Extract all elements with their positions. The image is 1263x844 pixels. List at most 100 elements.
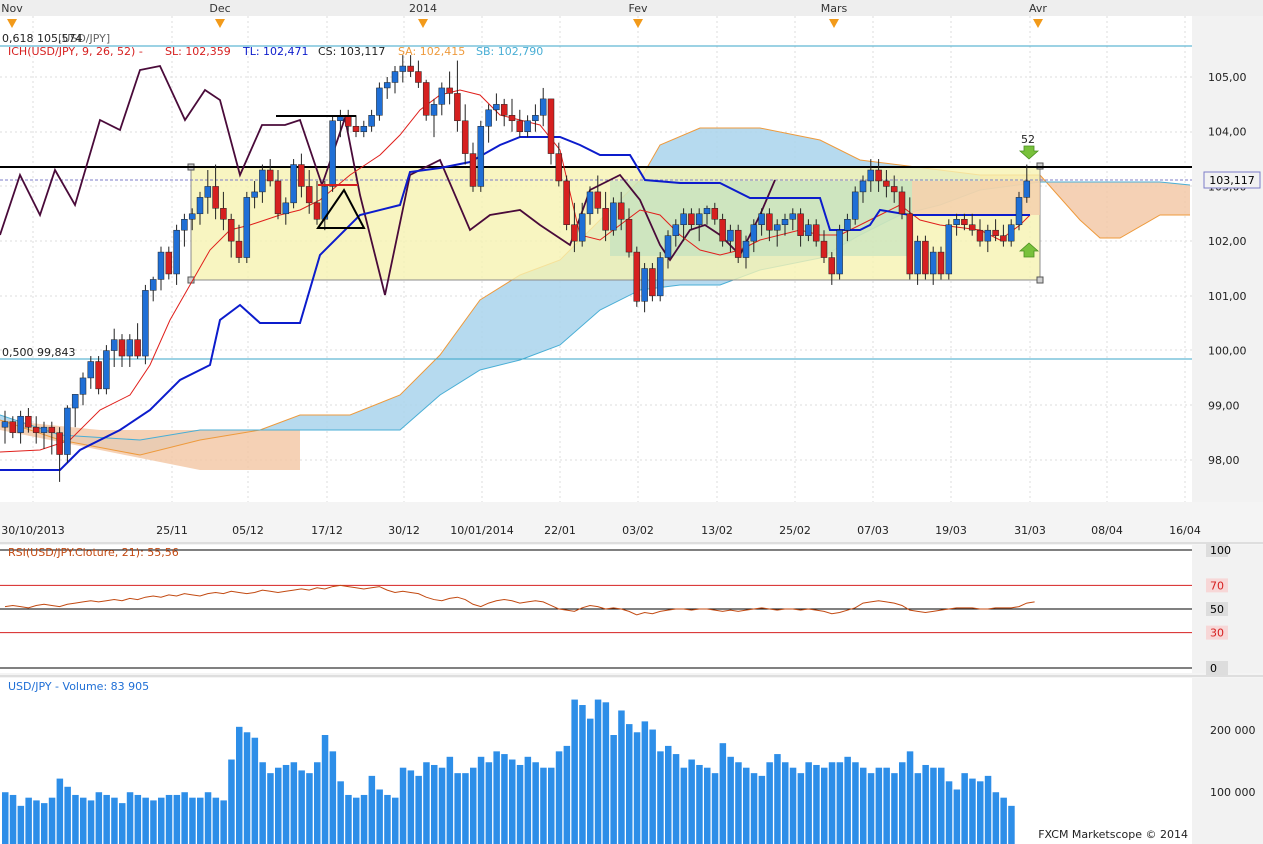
volume-bar [509,759,516,844]
candle-body [797,213,804,236]
volume-tick-200k: 200 000 [1210,724,1256,737]
volume-bar [197,797,204,844]
volume-bar [158,797,165,844]
rsi-level-label: 30 [1210,627,1224,640]
candle-body [48,426,56,433]
volume-bar [633,732,641,844]
candle-body [508,115,516,122]
volume-bar [165,794,173,844]
volume-bar [540,767,547,844]
up-arrow-icon [1018,242,1040,258]
volume-bar [1000,797,1007,844]
candle-body [945,224,953,275]
kumo-bear-area [0,420,300,470]
candle-body [298,164,305,187]
candle-body [906,213,914,275]
volume-bar [977,781,984,844]
volume-bar [836,762,844,844]
volume-bar [173,794,181,844]
volume-bar [782,762,789,844]
volume-bar [87,800,95,844]
candle-body [40,426,48,433]
volume-bar [938,767,945,844]
date-tick-label: 17/12 [311,524,343,537]
candle-body [555,153,563,182]
price-tick-label: 100,00 [1208,345,1247,358]
volume-bar [914,773,922,844]
volume-bar [329,751,337,844]
rect-handle-br[interactable] [1036,276,1044,284]
candle-body [485,109,492,127]
candle-body [227,219,235,242]
kijun-sen-line [0,136,1030,471]
volume-bar [641,721,649,844]
candle-body [805,224,812,236]
top-axis-bar [0,0,1263,16]
volume-bar [446,756,454,844]
volume-bar [80,797,87,844]
volume-bar [142,797,149,844]
candle-body [376,87,383,116]
candle-body [118,339,126,357]
volume-bar [758,775,766,844]
candle-body [672,224,680,236]
candle-body [586,191,594,215]
volume-bar [431,764,438,844]
top-axis-label: Avr [1029,2,1047,15]
volume-bar [282,764,290,844]
marker-label: 52 [1021,133,1035,146]
candle-body [844,219,851,231]
top-axis-label: Dec [209,2,230,15]
volume-bar [805,762,812,844]
candle-body [305,186,313,204]
top-time-axis: Nov Dec 2014 Fev Mars Avr [1,2,1047,28]
candle-body [352,125,360,132]
volume-bar [774,754,781,844]
candle-body [126,339,134,357]
candle-body [1,421,9,428]
fib-0500-label: 0,500 99,843 [2,346,75,359]
candle-body [734,229,742,258]
candle-body [243,197,251,258]
candle-body [664,235,672,258]
volume-bar [25,797,32,844]
volume-bar [477,756,485,844]
volume-bar [236,726,243,844]
candle-body [929,251,937,275]
rsi-level-label: 50 [1210,603,1224,616]
rsi-level-label: 100 [1210,544,1231,557]
candle-body [937,251,945,275]
candle-body [547,98,555,154]
volume-bar [594,699,602,844]
candle-body [914,240,921,275]
candle-body [422,82,430,116]
volume-bar [415,775,422,844]
volume-bar [134,794,142,844]
volume-series [2,699,1015,844]
candle-body [594,191,602,209]
candle-body [110,339,118,351]
volume-bar [844,756,851,844]
triangle-pattern-drawing[interactable] [316,188,366,229]
candle-body [313,202,321,220]
date-axis-labels: 30/10/2013 25/11 05/12 17/12 30/12 10/01/2014… [1,524,1201,537]
candle-body [680,213,687,225]
main-y-axis[interactable] [1192,16,1263,502]
candle-body [656,257,664,297]
candle-body [727,229,734,242]
candle-body [368,115,375,127]
volume-bar [251,737,259,844]
candle-body [984,229,992,242]
volume-bar [548,767,555,844]
candle-body [695,213,703,225]
volume-bar [181,792,188,844]
top-axis-label: Nov [1,2,23,15]
date-tick-label: 25/11 [156,524,188,537]
candle-body [883,180,890,187]
candle-body [212,186,219,209]
volume-bar [930,767,937,844]
price-tick-label: 104,00 [1208,126,1247,139]
candle-body [360,125,368,132]
candle-body [274,180,282,215]
